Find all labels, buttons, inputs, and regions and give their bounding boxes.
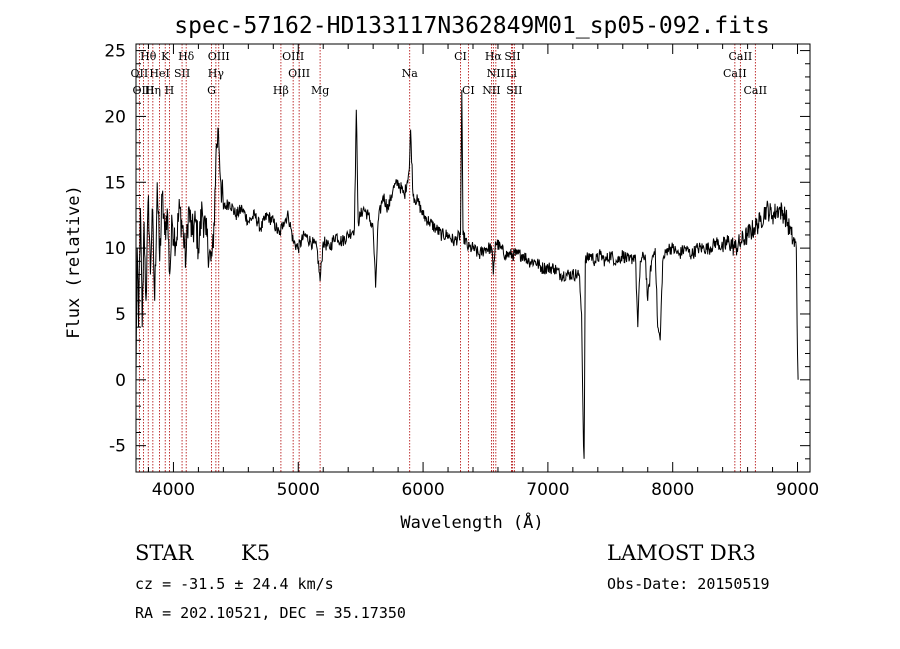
line-marker-label: Hη bbox=[145, 84, 161, 97]
line-marker-label: SII bbox=[174, 67, 190, 80]
line-marker-label: G bbox=[207, 84, 216, 97]
line-marker-label: CI bbox=[462, 84, 475, 97]
line-marker-label: CaII bbox=[729, 50, 753, 63]
y-tick-label: 15 bbox=[104, 173, 126, 193]
line-marker-label: OIII bbox=[208, 50, 230, 63]
x-tick-label: 6000 bbox=[401, 480, 444, 500]
x-axis-label: Wavelength (Å) bbox=[400, 511, 543, 533]
line-marker-label: Mg bbox=[311, 84, 329, 97]
x-tick-label: 9000 bbox=[776, 480, 819, 500]
x-axis-ticks: 4000 5000 6000 7000 8000 9000 bbox=[147, 44, 819, 500]
line-marker-label: NII bbox=[482, 84, 500, 97]
y-axis-ticks: -5 0 5 10 15 20 25 bbox=[104, 42, 810, 460]
line-marker-label: SII bbox=[506, 84, 522, 97]
line-marker-label: CaII bbox=[723, 67, 747, 80]
object-subclass: K5 bbox=[241, 541, 270, 565]
survey-name: LAMOST DR3 bbox=[607, 541, 756, 565]
line-marker-label: Hγ bbox=[208, 67, 225, 80]
line-marker-label: CI bbox=[454, 50, 467, 63]
plot-frame bbox=[135, 43, 811, 473]
line-marker-label: OII bbox=[131, 67, 149, 80]
line-marker-label: HeI bbox=[149, 67, 169, 80]
line-marker-label: Na bbox=[402, 67, 419, 80]
line-marker-label: SII bbox=[504, 50, 520, 63]
coordinates: RA = 202.10521, DEC = 35.17350 bbox=[135, 604, 406, 622]
y-tick-label: -5 bbox=[109, 437, 126, 457]
obs-date: Obs-Date: 20150519 bbox=[607, 575, 770, 593]
y-tick-label: 0 bbox=[115, 371, 126, 391]
line-marker-label: Hθ bbox=[140, 50, 157, 63]
line-marker-label: Hα bbox=[485, 50, 503, 63]
line-marker-label: NII bbox=[487, 67, 505, 80]
x-tick-label: 7000 bbox=[526, 480, 569, 500]
y-tick-label: 20 bbox=[104, 107, 126, 127]
y-tick-label: 5 bbox=[115, 305, 126, 325]
y-tick-label: 25 bbox=[104, 42, 126, 62]
line-marker-label: H bbox=[165, 84, 175, 97]
line-marker-label: Hδ bbox=[178, 50, 195, 63]
line-marker-label: OIII bbox=[132, 84, 154, 97]
chart-title: spec-57162-HD133117N362849M01_sp05-092.f… bbox=[174, 13, 769, 39]
x-tick-label: 4000 bbox=[152, 480, 195, 500]
object-class: STAR bbox=[135, 541, 194, 565]
line-marker-label: CaII bbox=[743, 84, 767, 97]
y-tick-label: 10 bbox=[104, 239, 126, 259]
line-marker-label: Hβ bbox=[273, 84, 289, 97]
line-marker-label: K bbox=[161, 50, 170, 63]
y-axis-label: Flux (relative) bbox=[64, 185, 84, 339]
x-tick-label: 8000 bbox=[651, 480, 694, 500]
line-marker-label: OIII bbox=[288, 67, 310, 80]
spectrum-line bbox=[135, 90, 799, 459]
line-marker-label: OIII bbox=[282, 50, 304, 63]
redshift-text: cz = -31.5 ± 24.4 km/s bbox=[135, 575, 334, 593]
x-tick-label: 5000 bbox=[277, 480, 320, 500]
line-marker-label: Li bbox=[506, 67, 517, 80]
